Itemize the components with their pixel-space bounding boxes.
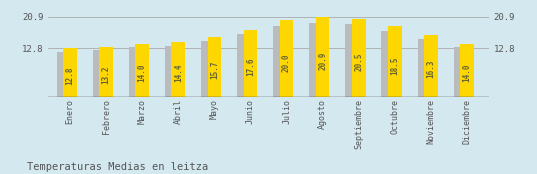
Bar	[309, 23, 323, 97]
Bar	[280, 20, 293, 97]
Bar	[418, 39, 431, 97]
Text: 18.5: 18.5	[390, 56, 400, 75]
Bar	[207, 37, 221, 97]
Text: 20.9: 20.9	[318, 52, 327, 70]
Text: 13.2: 13.2	[101, 65, 111, 84]
Bar	[345, 24, 359, 97]
Bar	[316, 17, 330, 97]
Text: 20.5: 20.5	[354, 53, 363, 71]
Text: 14.4: 14.4	[174, 63, 183, 82]
Bar	[99, 47, 113, 97]
Bar	[135, 44, 149, 97]
Bar	[237, 34, 251, 97]
Bar	[56, 52, 70, 97]
Bar	[388, 26, 402, 97]
Bar	[273, 26, 287, 97]
Text: 15.7: 15.7	[210, 61, 219, 80]
Bar	[460, 44, 474, 97]
Bar	[63, 48, 77, 97]
Text: 16.3: 16.3	[426, 60, 436, 78]
Bar	[381, 31, 395, 97]
Text: 17.6: 17.6	[246, 58, 255, 76]
Bar	[201, 41, 215, 97]
Bar	[165, 46, 179, 97]
Bar	[93, 50, 106, 97]
Bar	[454, 47, 467, 97]
Bar	[244, 30, 257, 97]
Text: 14.0: 14.0	[137, 64, 147, 82]
Bar	[171, 42, 185, 97]
Text: 14.0: 14.0	[462, 64, 471, 82]
Bar	[352, 18, 366, 97]
Text: 12.8: 12.8	[66, 66, 75, 85]
Text: Temperaturas Medias en leitza: Temperaturas Medias en leitza	[27, 162, 208, 172]
Bar	[129, 47, 142, 97]
Bar	[424, 35, 438, 97]
Text: 20.0: 20.0	[282, 54, 291, 72]
